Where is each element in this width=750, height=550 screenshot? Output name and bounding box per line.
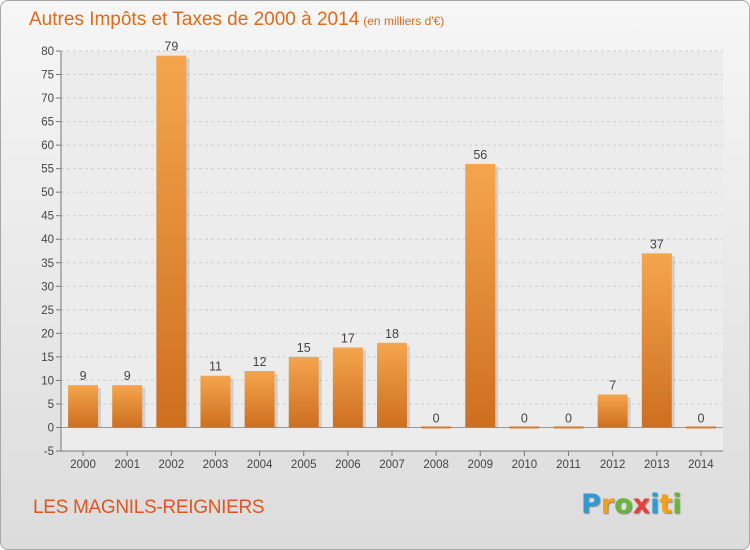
bar (112, 385, 143, 428)
y-tick-label: 70 (41, 93, 54, 105)
bar (288, 356, 319, 428)
bar-shadow (274, 374, 278, 428)
y-tick-label: 0 (48, 422, 54, 434)
x-tick-label: 2000 (70, 459, 96, 471)
x-tick-label: 2014 (688, 459, 714, 471)
bar-shadow (495, 166, 499, 428)
commune-name: LES MAGNILS-REIGNIERS (33, 497, 265, 518)
bar (200, 375, 231, 428)
x-tick-label: 2006 (335, 459, 361, 471)
logo-letter: o (614, 489, 633, 520)
bar (509, 426, 540, 429)
bar-shadow (362, 350, 366, 428)
data-label: 7 (609, 379, 616, 393)
bar-shadow (318, 359, 322, 428)
bar (641, 253, 672, 428)
y-tick-label: 55 (41, 164, 54, 176)
bar (465, 163, 496, 428)
y-tick-label: 40 (41, 234, 54, 246)
x-tick-label: 2002 (159, 459, 185, 471)
bar (377, 342, 407, 428)
data-label: 0 (697, 411, 704, 425)
data-label: 56 (473, 148, 487, 162)
y-tick-label: 60 (41, 140, 54, 152)
chart-title-text: Autres Impôts et Taxes de 2000 à 2014 (29, 9, 360, 30)
data-label: 0 (521, 411, 528, 425)
y-tick-label: 5 (48, 399, 54, 411)
data-label: 17 (341, 331, 355, 345)
bar (332, 347, 363, 428)
y-tick-label: 75 (41, 70, 54, 82)
logo-letter: i (672, 489, 682, 520)
bar-shadow (186, 58, 190, 428)
bar-shadow (627, 397, 631, 428)
y-tick-label: -5 (44, 446, 54, 458)
chart-subtitle: (en milliers d'€) (363, 14, 445, 28)
y-tick-label: 35 (41, 258, 54, 270)
proxiti-logo: Proxiti (581, 489, 682, 520)
data-label: 11 (209, 360, 222, 374)
logo-letter: x (632, 489, 651, 520)
y-tick-label: 30 (41, 281, 54, 293)
x-tick-label: 2005 (291, 459, 317, 471)
y-tick-label: 20 (41, 328, 54, 340)
x-tick-label: 2010 (512, 459, 538, 471)
y-tick-label: 80 (41, 46, 54, 58)
bar-shadow (407, 345, 410, 428)
bar (685, 426, 716, 429)
bar-shadow (98, 388, 102, 428)
bar (68, 385, 99, 428)
logo-letter: P (581, 489, 601, 520)
x-tick-label: 2013 (644, 459, 670, 471)
bar (244, 371, 275, 428)
x-tick-label: 2004 (247, 459, 273, 471)
x-tick-label: 2003 (203, 459, 229, 471)
data-label: 15 (297, 341, 311, 355)
bar (421, 426, 452, 429)
data-label: 18 (385, 327, 399, 341)
x-tick-label: 2011 (556, 459, 581, 471)
bar-shadow (142, 388, 146, 428)
data-label: 12 (253, 355, 267, 369)
y-tick-label: 65 (41, 117, 54, 129)
y-tick-label: 45 (41, 211, 54, 223)
x-tick-label: 2009 (467, 459, 493, 471)
logo-letter: r (600, 489, 615, 520)
bar (553, 426, 584, 429)
x-tick-label: 2001 (114, 459, 140, 471)
data-label: 0 (565, 411, 572, 425)
y-tick-label: 10 (41, 375, 54, 387)
chart-title: Autres Impôts et Taxes de 2000 à 2014 (en… (29, 9, 444, 31)
x-tick-label: 2007 (379, 459, 405, 471)
data-label: 9 (124, 369, 131, 383)
data-label: 37 (650, 237, 664, 251)
logo-letter: t (659, 489, 673, 520)
x-tick-label: 2008 (423, 459, 449, 471)
data-label: 79 (164, 40, 178, 54)
y-tick-label: 25 (41, 305, 54, 317)
bar-shadow (230, 378, 234, 428)
y-tick-label: 50 (41, 187, 54, 199)
y-tick-label: 15 (41, 352, 54, 364)
bar-shadow (671, 256, 675, 428)
x-tick-label: 2012 (600, 459, 626, 471)
bar (597, 394, 628, 428)
data-label: 0 (433, 411, 440, 425)
logo-letter: i (650, 489, 660, 520)
bar (156, 55, 187, 428)
data-label: 9 (80, 369, 87, 383)
